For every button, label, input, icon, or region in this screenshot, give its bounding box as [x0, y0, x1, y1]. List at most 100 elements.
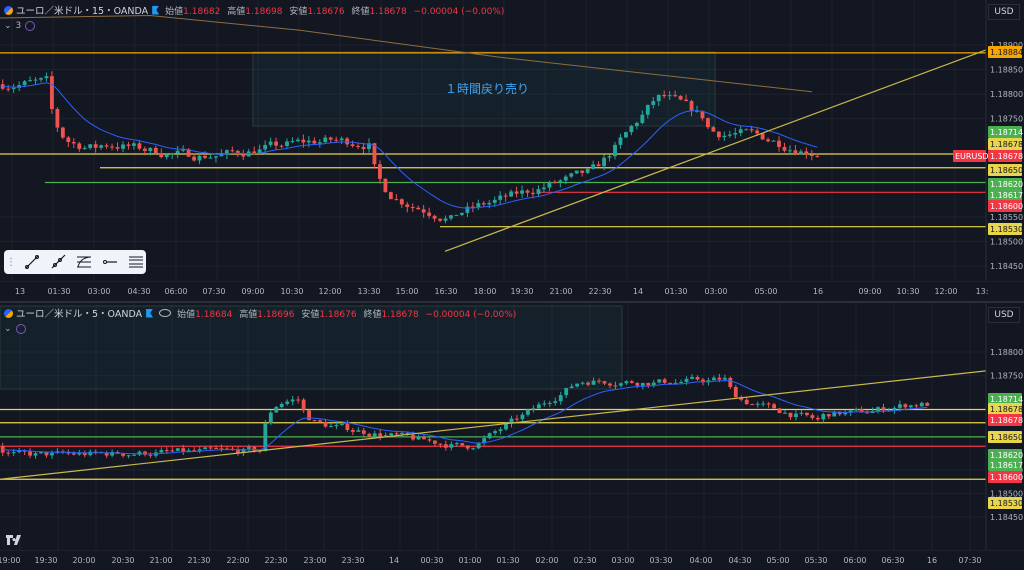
candle-body — [881, 407, 886, 411]
candle-body — [498, 429, 503, 432]
candle-body — [771, 140, 776, 142]
horizontal-ray-icon[interactable] — [101, 254, 118, 271]
candle-body — [722, 135, 727, 138]
candle-body — [552, 182, 557, 184]
chevron-down-icon[interactable]: ⌄ — [4, 21, 12, 31]
symbol-title[interactable]: ユーロ／米ドル・15・OANDA — [16, 6, 149, 17]
candle-body — [564, 388, 569, 396]
candle-body — [214, 447, 219, 449]
candle-body — [142, 148, 147, 152]
time-tick-label: 16:30 — [434, 287, 457, 296]
parallel-lines-icon[interactable] — [127, 254, 144, 271]
time-tick-label: 19:00 — [0, 556, 21, 565]
candle-body — [175, 150, 180, 154]
currency-button[interactable]: USD — [988, 4, 1020, 20]
chevron-down-icon[interactable]: ⌄ — [4, 324, 12, 334]
currency-button[interactable]: USD — [988, 307, 1020, 323]
eye-icon[interactable] — [159, 309, 172, 317]
candle-body — [82, 452, 87, 456]
fib-retracement-icon[interactable] — [75, 254, 92, 271]
price-label-red-tag — [953, 150, 986, 162]
candle-body — [602, 157, 606, 167]
price-label-red — [988, 414, 1022, 426]
candle-body — [290, 399, 295, 402]
symbol-title[interactable]: ユーロ／米ドル・5・OANDA — [16, 309, 143, 320]
candle-body — [493, 431, 498, 434]
price-label-text: 1.18884 — [990, 48, 1023, 57]
candle-body — [367, 433, 372, 437]
candle-body — [432, 440, 437, 444]
candle-body — [208, 447, 213, 449]
candle-body — [432, 215, 437, 219]
time-tick-label: 18:00 — [473, 287, 496, 296]
candle-body — [427, 439, 432, 441]
candle-body — [586, 382, 591, 385]
candle-body — [553, 401, 558, 403]
drag-handle-icon[interactable]: ⋮ — [6, 256, 16, 268]
candle-body — [143, 451, 147, 455]
chart-canvas-15m[interactable]: 1.18900 1.18850 1.18800 1.18750 1.18550 1.185… — [0, 0, 1024, 281]
candle-body — [580, 170, 585, 173]
candle-body — [651, 382, 656, 386]
candle-body — [738, 129, 743, 133]
chart-pane-15m[interactable]: 1.18900 1.18850 1.18800 1.18750 1.18550 1.185… — [0, 0, 1024, 281]
long-moving-average-line — [0, 14, 813, 93]
moving-average-line — [2, 380, 928, 455]
flag-icon[interactable] — [152, 5, 160, 15]
chart-canvas-5m[interactable]: 1.188001.187501.185501.185001.184501.187… — [0, 303, 1024, 550]
pane-separator[interactable] — [0, 301, 1024, 303]
indicator-circle-icon[interactable] — [15, 324, 26, 334]
tradingview-logo-icon — [6, 535, 21, 545]
candle-body — [515, 418, 519, 420]
indicator-toggle[interactable]: ⌄ — [4, 324, 26, 334]
candle-body — [17, 85, 22, 88]
candle-body — [350, 144, 355, 147]
candle-body — [121, 144, 125, 149]
candle-body — [755, 403, 760, 405]
candle-body — [416, 207, 421, 210]
time-tick-label: 06:00 — [843, 556, 866, 565]
candle-body — [252, 151, 257, 154]
flag-icon[interactable] — [146, 308, 154, 318]
time-axis-5m[interactable]: 19:00 19:30 20:00 20:30 21:00 21:30 22:00 22:30… — [0, 550, 1024, 570]
candle-body — [558, 395, 563, 402]
time-axis-15m[interactable]: 13 01:30 03:00 04:30 06:00 07:30 09:00 10:30 12:… — [0, 281, 1024, 301]
candle-body — [755, 130, 760, 134]
candle-body — [345, 424, 350, 430]
candle-body — [88, 144, 93, 148]
candle-body — [235, 150, 240, 154]
candle-body — [788, 150, 792, 152]
candle-body — [372, 433, 377, 437]
price-label-text: 1.18530 — [990, 499, 1023, 508]
candle-body — [279, 403, 284, 408]
candle-body — [569, 386, 574, 389]
candle-body — [28, 80, 32, 82]
candle-body — [673, 382, 678, 385]
candle-body — [301, 399, 306, 411]
candle-body — [312, 420, 317, 422]
candle-body — [77, 143, 82, 149]
indicator-circle-icon[interactable] — [25, 21, 36, 31]
candle-body — [739, 397, 744, 400]
time-tick-label: 19:30 — [34, 556, 57, 565]
candle-body — [832, 411, 837, 417]
time-tick-label: 16 — [813, 287, 823, 296]
ray-icon[interactable] — [49, 254, 66, 271]
candle-body — [596, 164, 601, 167]
candle-body — [317, 142, 322, 144]
candle-body — [44, 76, 49, 79]
candle-body — [268, 412, 273, 424]
candle-body — [503, 195, 508, 197]
candle-body — [547, 402, 552, 404]
price-label-yellow — [988, 403, 1022, 415]
candle-body — [208, 157, 213, 159]
candle-body — [574, 170, 579, 174]
candle-body — [727, 134, 732, 136]
trend-line-icon[interactable] — [23, 254, 40, 271]
indicator-toggle[interactable]: ⌄ 3 — [4, 21, 36, 31]
indicator-count: 3 — [15, 21, 22, 31]
candle-body — [919, 402, 924, 407]
chart-pane-5m[interactable]: 1.188001.187501.185501.185001.184501.187… — [0, 303, 1024, 550]
candle-body — [607, 156, 612, 158]
time-tick-label: 21:30 — [187, 556, 210, 565]
